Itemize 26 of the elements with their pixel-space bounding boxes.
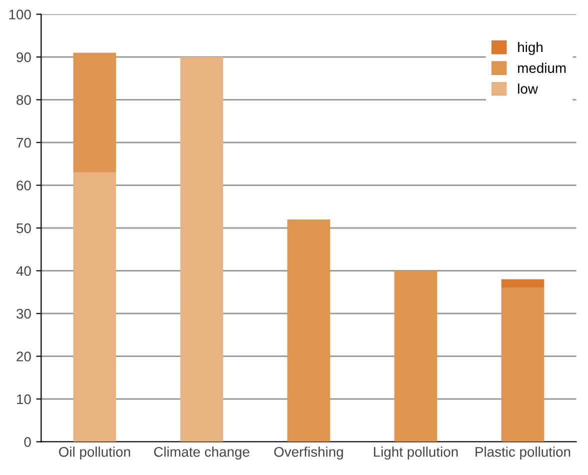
legend-label: medium: [518, 62, 566, 73]
bar: [180, 57, 224, 442]
y-tick-label: 30: [16, 308, 31, 319]
x-tick-label: Overfishing: [274, 446, 343, 460]
y-tick-label: 50: [16, 223, 31, 234]
y-tick-label: 10: [17, 394, 31, 404]
x-tick-label: Light pollution: [374, 446, 458, 460]
bar: [501, 279, 544, 288]
legend-label: high: [518, 42, 542, 55]
y-tick-label: 90: [16, 52, 31, 62]
x-tick-label: Oil pollution: [59, 446, 130, 460]
y-tick-label: 20: [16, 352, 31, 362]
y-tick-label: 70: [16, 138, 31, 148]
legend-label: low: [518, 84, 538, 94]
y-tick-label: 60: [16, 180, 31, 190]
bar: [394, 270, 438, 442]
x-tick-label: Plastic pollution: [476, 446, 570, 460]
bar: [287, 219, 330, 442]
y-tick-label: 40: [16, 266, 31, 276]
bar: [73, 172, 116, 442]
y-tick-label: 80: [16, 95, 31, 105]
y-tick-label: 100: [9, 10, 31, 20]
x-tick-label: Climate change: [154, 446, 250, 460]
y-tick-label: 0: [24, 437, 31, 447]
bar: [73, 52, 116, 172]
bar: [501, 288, 544, 442]
